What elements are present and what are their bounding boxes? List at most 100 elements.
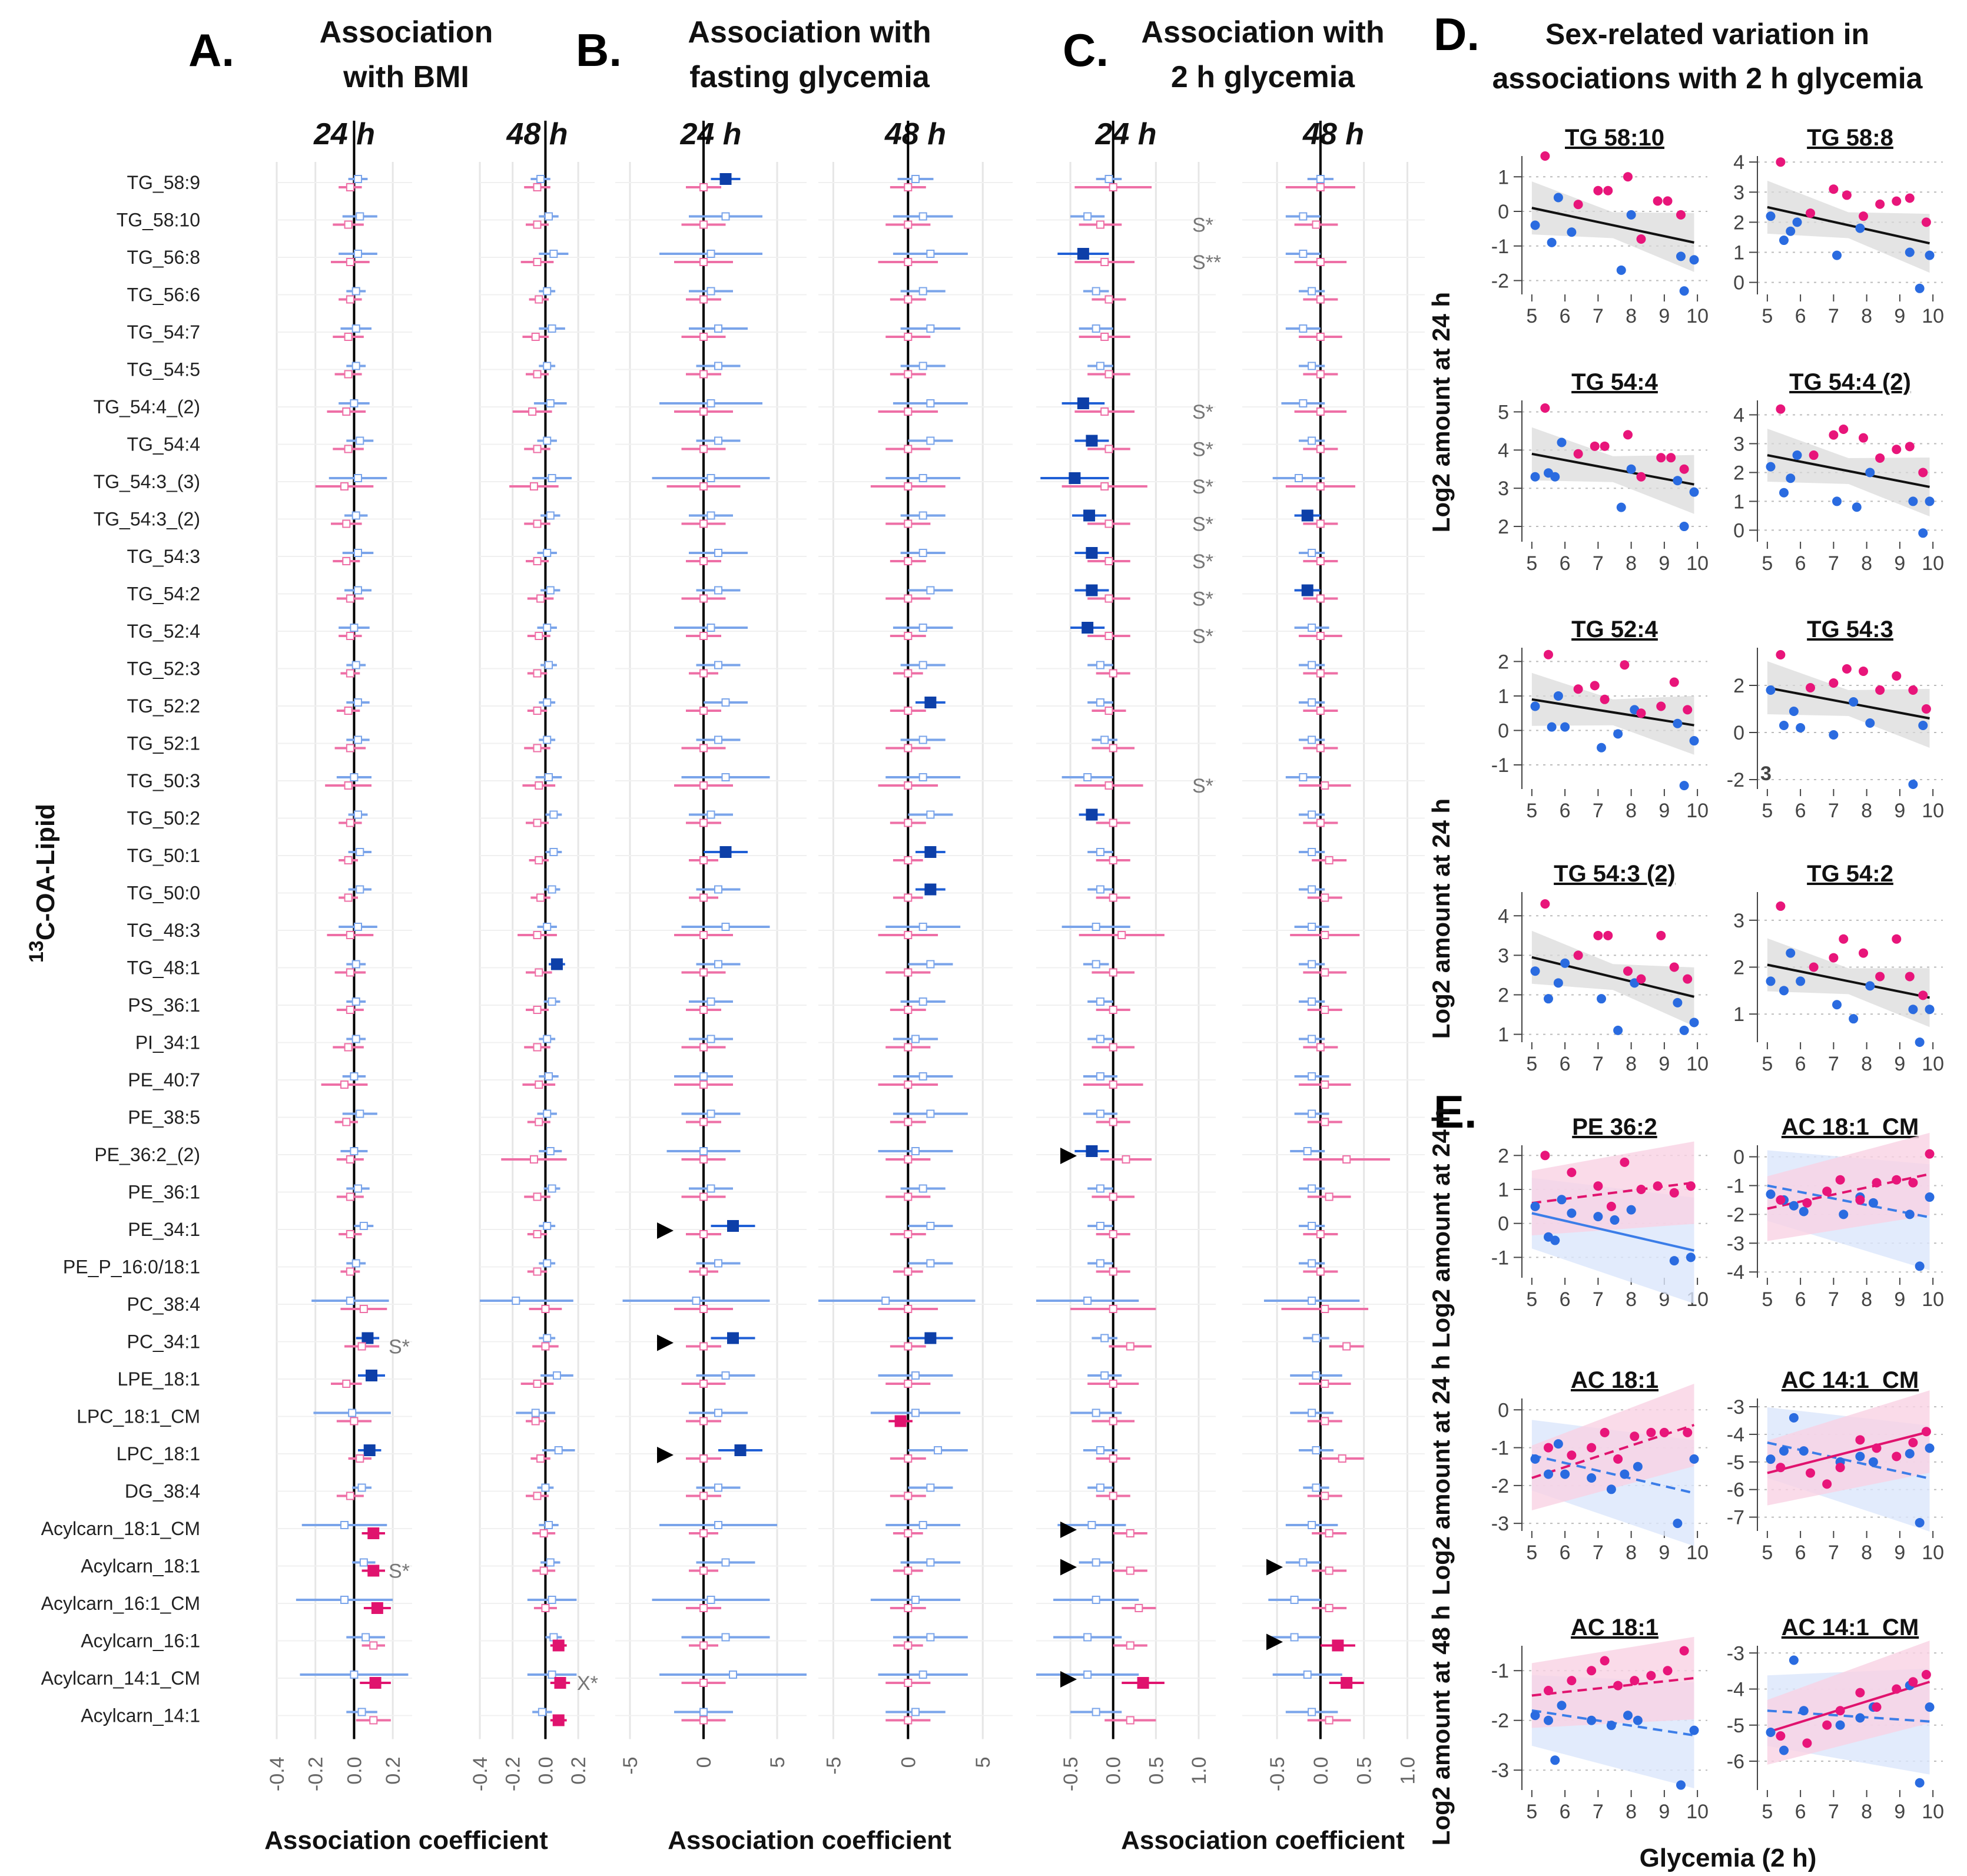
lipid-label: Acylcarn_18:1 — [81, 1556, 200, 1577]
male-point — [1925, 1443, 1935, 1453]
male-estimate — [543, 287, 552, 296]
female-estimate — [533, 183, 542, 191]
female-estimate-significant — [1137, 1677, 1149, 1689]
female-estimate — [1122, 1155, 1130, 1164]
male-estimate — [546, 511, 555, 520]
x-tick-label: -0.4 — [469, 1757, 492, 1792]
male-estimate — [911, 1708, 920, 1716]
lipid-label: TG_50:2 — [127, 808, 200, 829]
male-estimate — [548, 1596, 556, 1604]
scatter-title: AC 18:1_CM — [1782, 1114, 1919, 1140]
y-tick-label: -1 — [1727, 1175, 1744, 1197]
female-estimate — [533, 1006, 542, 1014]
x-tick-label: 7 — [1593, 1801, 1604, 1823]
female-estimate — [699, 333, 708, 341]
scatter-y-axis-title: Log2 amount at 24 h — [1427, 1108, 1455, 1348]
lipid-label: TG_54:3 — [127, 546, 200, 567]
male-estimate — [918, 212, 927, 221]
y-tick-label: -2 — [1727, 769, 1744, 791]
male-estimate — [1087, 1521, 1096, 1529]
x-tick-label: 0.5 — [1145, 1757, 1167, 1785]
male-estimate — [714, 549, 722, 557]
male-point — [1550, 1235, 1560, 1245]
male-point — [1567, 1208, 1577, 1218]
female-point — [1593, 1181, 1603, 1191]
male-estimate — [351, 997, 360, 1006]
y-tick-label: -6 — [1727, 1751, 1744, 1773]
lipid-label: TG_52:2 — [127, 695, 200, 717]
male-estimate — [538, 1708, 546, 1716]
female-point — [1603, 185, 1613, 195]
male-point — [1908, 1005, 1918, 1015]
female-point — [1905, 442, 1915, 452]
x-tick-label: 6 — [1560, 305, 1571, 327]
x-tick-label: 10 — [1922, 1053, 1944, 1075]
female-point — [1659, 1427, 1669, 1437]
male-estimate — [706, 1596, 715, 1604]
x-tick-label: 10 — [1922, 1801, 1944, 1823]
female-estimate — [535, 968, 543, 977]
x-axis-title: Association coefficient — [1121, 1826, 1405, 1855]
female-point — [1653, 1181, 1663, 1191]
x-tick-label: 6 — [1560, 800, 1571, 822]
male-estimate — [1083, 1670, 1092, 1679]
lipid-label: TG_52:1 — [127, 733, 200, 754]
female-estimate — [1109, 1380, 1117, 1388]
y-axis-title-rest: C-OA-Lipid — [31, 804, 60, 940]
male-point — [1544, 994, 1553, 1004]
female-point — [1822, 1186, 1832, 1196]
male-estimate — [721, 1633, 730, 1642]
male-estimate-significant — [727, 1332, 739, 1344]
female-estimate — [344, 370, 353, 379]
lipid-label: PE_34:1 — [128, 1219, 200, 1240]
female-estimate — [699, 856, 708, 864]
female-point — [1663, 196, 1673, 206]
female-estimate — [904, 183, 913, 191]
scatter-plot: AC 18:1 0 -1 -2 -3 5 6 7 8 9 10 — [1491, 1367, 1709, 1564]
female-estimate — [1321, 1305, 1329, 1313]
x-tick-label: -5 — [619, 1757, 642, 1775]
female-point — [1600, 1427, 1610, 1437]
male-point — [1766, 462, 1776, 472]
female-estimate — [1338, 1454, 1346, 1463]
male-estimate — [545, 661, 553, 669]
y-axis-superscript: 13 — [25, 940, 48, 963]
panel-letter: B. — [576, 24, 622, 76]
male-estimate-significant — [363, 1444, 376, 1456]
male-regression-line — [1531, 1454, 1694, 1494]
male-point — [1530, 472, 1540, 482]
female-estimate — [359, 1305, 368, 1313]
female-point — [1540, 1151, 1550, 1161]
male-point — [1925, 1192, 1935, 1202]
y-tick-label: 4 — [1733, 151, 1744, 174]
scatter-title: TG 54:4 (2) — [1789, 369, 1911, 395]
female-point — [1855, 1435, 1865, 1445]
male-point — [1530, 966, 1540, 976]
male-estimate-significant — [550, 958, 563, 970]
male-estimate — [548, 324, 556, 333]
male-estimate — [714, 1408, 722, 1417]
female-estimate — [699, 1417, 708, 1426]
male-estimate — [546, 586, 555, 595]
y-tick-label: 2 — [1733, 957, 1744, 979]
scatter-plot: AC 18:1_CM 0 -1 -2 -3 -4 5 6 7 8 9 10 — [1727, 1114, 1944, 1311]
female-estimate — [535, 632, 543, 640]
male-estimate-significant — [366, 1370, 377, 1381]
female-estimate — [1316, 407, 1325, 416]
regression-line — [1531, 698, 1694, 727]
female-estimate — [1316, 632, 1325, 640]
y-tick-label: 0 — [1733, 519, 1744, 542]
male-point — [1567, 227, 1577, 237]
x-tick-label: 7 — [1593, 305, 1604, 327]
male-estimate — [1312, 1483, 1321, 1492]
female-estimate — [533, 370, 542, 379]
male-estimate — [552, 1371, 561, 1380]
male-estimate — [354, 923, 362, 931]
male-point — [1915, 1038, 1925, 1047]
male-estimate — [354, 175, 362, 183]
male-estimate — [714, 586, 722, 595]
female-estimate — [1104, 781, 1113, 790]
male-estimate — [543, 1334, 552, 1343]
male-estimate — [351, 511, 360, 520]
x-tick-label: 9 — [1658, 552, 1670, 575]
